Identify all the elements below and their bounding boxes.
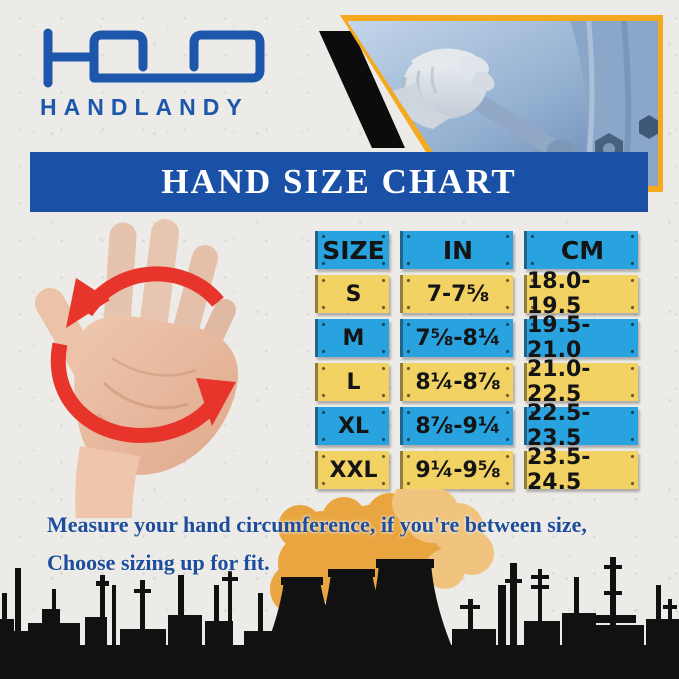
table-cell-size: L — [315, 363, 389, 401]
measure-arrow — [50, 266, 236, 443]
table-cell-cm: 18.0-19.5 — [524, 269, 638, 319]
table-cell-in: 8⅞-9¼ — [400, 407, 513, 445]
table-cell-size: XL — [315, 407, 389, 445]
brand-logo: HANDLANDY — [36, 26, 276, 121]
note-line-1: Measure your hand circumference, if you'… — [47, 512, 587, 537]
table-cell-size: XXL — [315, 451, 389, 489]
skyline-shapes — [0, 557, 679, 679]
banner: HAND SIZE CHART — [30, 152, 648, 212]
table-cell-cm: 22.5-23.5 — [524, 401, 638, 451]
size-chart-table: SIZE IN CM S 7-7⅝ 18.0-19.5 M 7⅝-8¼ 19.5… — [315, 231, 638, 495]
table-cell-size: M — [315, 319, 389, 357]
note-line-2: Choose sizing up for fit. — [47, 550, 270, 575]
table-cell-in: 7-7⅝ — [400, 275, 513, 313]
header-size: SIZE — [315, 231, 389, 269]
table-cell-in: 8¼-8⅞ — [400, 363, 513, 401]
header-cm: CM — [524, 231, 638, 269]
table-cell-cm: 23.5-24.5 — [524, 445, 638, 495]
table-cell-in: 9¼-9⅝ — [400, 451, 513, 489]
brand-logo-glyph — [43, 28, 265, 88]
table-cell-cm: 19.5-21.0 — [524, 313, 638, 363]
table-cell-in: 7⅝-8¼ — [400, 319, 513, 357]
banner-title: HAND SIZE CHART — [161, 162, 517, 201]
header-in: IN — [400, 231, 513, 269]
table-cell-size: S — [315, 275, 389, 313]
brand-name: HANDLANDY — [40, 94, 249, 120]
table-cell-cm: 21.0-22.5 — [524, 357, 638, 407]
hand-measure-illustration — [35, 219, 239, 518]
factory-skyline-silhouette — [0, 489, 679, 679]
